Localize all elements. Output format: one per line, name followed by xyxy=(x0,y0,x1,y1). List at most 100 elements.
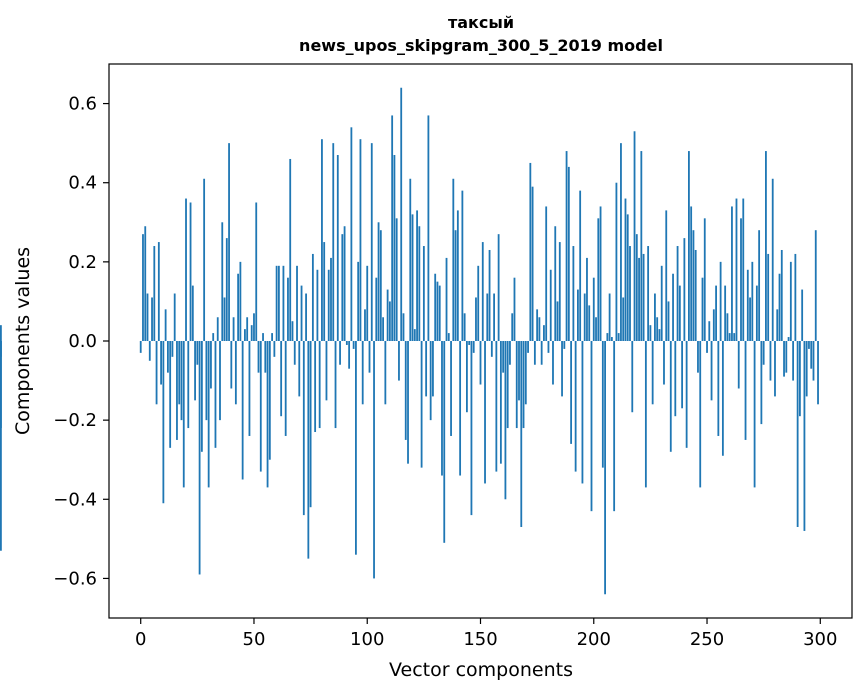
bar-298 xyxy=(814,230,817,341)
bar-203 xyxy=(599,206,602,341)
y-tick-label: −0.6 xyxy=(53,568,97,589)
bar-299 xyxy=(817,341,819,405)
bar-217 xyxy=(631,341,634,413)
bar-218 xyxy=(633,131,636,341)
bar-86 xyxy=(334,341,337,429)
bar-188 xyxy=(565,151,568,341)
bar-177 xyxy=(540,341,543,365)
bar-211 xyxy=(617,333,620,341)
bar-244 xyxy=(692,230,695,341)
bar-194 xyxy=(579,190,582,341)
bar-149 xyxy=(477,265,480,341)
bar-63 xyxy=(282,265,285,341)
x-tick-label: 200 xyxy=(577,629,611,650)
bar-124 xyxy=(420,341,423,468)
bar-142 xyxy=(461,190,464,341)
bar-39 xyxy=(228,143,230,341)
bar-122 xyxy=(416,210,418,341)
bar-110 xyxy=(388,301,391,341)
bar-196 xyxy=(583,293,586,341)
bar-294 xyxy=(805,341,808,397)
bar-212 xyxy=(620,143,622,341)
x-tick-label: 100 xyxy=(350,629,384,650)
bar-249 xyxy=(703,218,706,341)
bar-287 xyxy=(789,261,792,341)
bar-18 xyxy=(180,341,183,421)
bar-206 xyxy=(606,333,609,341)
bar-69 xyxy=(296,265,298,341)
chart-title-line-2: news_upos_skipgram_300_5_2019 model xyxy=(299,36,663,55)
bar-128 xyxy=(429,341,432,421)
bar-30 xyxy=(207,341,210,488)
bar-49 xyxy=(250,325,253,341)
bar-154 xyxy=(488,249,491,341)
bar-95 xyxy=(355,341,357,555)
bar-175 xyxy=(536,309,539,341)
bar-233 xyxy=(667,301,670,341)
bar-87 xyxy=(336,155,339,341)
bar-101 xyxy=(368,341,371,373)
bar-81 xyxy=(323,242,326,341)
bar-83 xyxy=(327,269,330,341)
bar-151 xyxy=(481,242,484,341)
bar-191 xyxy=(572,246,575,341)
bar-106 xyxy=(379,230,382,341)
bar-130 xyxy=(434,273,437,341)
bar-164 xyxy=(511,313,514,341)
bar-139 xyxy=(454,230,457,341)
bar-207 xyxy=(608,293,611,341)
bar-6 xyxy=(153,246,156,341)
bar-100 xyxy=(366,265,369,341)
bar-193 xyxy=(577,289,579,341)
bar-32 xyxy=(212,333,215,341)
bar-22 xyxy=(189,202,192,341)
bar-77 xyxy=(314,341,317,433)
bar-269 xyxy=(749,297,751,341)
bar-126 xyxy=(425,341,428,397)
bar-144 xyxy=(466,341,468,413)
bar-38 xyxy=(225,238,228,341)
bar-66 xyxy=(289,158,292,341)
bar-172 xyxy=(529,162,532,341)
bar-114 xyxy=(398,341,400,381)
bar-46 xyxy=(244,329,246,341)
bar-261 xyxy=(731,206,733,341)
bar-284 xyxy=(783,341,785,377)
bar-129 xyxy=(432,341,434,397)
bar-213 xyxy=(622,297,625,341)
bar-204 xyxy=(601,341,604,468)
bar-185 xyxy=(558,242,561,341)
bar-283 xyxy=(780,249,783,341)
bar-238 xyxy=(678,285,681,341)
bar-250 xyxy=(706,341,708,353)
bar-27 xyxy=(200,341,203,452)
bar-35 xyxy=(219,341,221,421)
bar-37 xyxy=(223,297,226,341)
bar-169 xyxy=(522,341,525,429)
bar-267 xyxy=(744,341,747,440)
bar-286 xyxy=(787,337,790,341)
bar-72 xyxy=(302,341,305,516)
bar-198 xyxy=(588,305,591,341)
bar-141 xyxy=(459,341,462,476)
bar-102 xyxy=(370,143,373,341)
bar-113 xyxy=(395,218,398,341)
bar-225 xyxy=(649,325,652,341)
bar-115 xyxy=(400,87,403,342)
bar-48 xyxy=(248,341,251,436)
bar-240 xyxy=(683,238,686,341)
chart-title-line-1: таксый xyxy=(448,13,514,32)
bar-75 xyxy=(309,341,312,508)
bar-19 xyxy=(182,341,185,488)
bar-146 xyxy=(470,341,473,516)
bar-112 xyxy=(393,155,396,341)
bar-90 xyxy=(343,226,346,341)
bar-76 xyxy=(311,253,314,341)
bar-152 xyxy=(484,341,486,484)
bar-279 xyxy=(771,178,774,341)
bar-270 xyxy=(751,261,754,341)
bar-247 xyxy=(699,341,702,488)
bar-40 xyxy=(230,341,233,389)
bar-137 xyxy=(450,341,452,436)
bar-183 xyxy=(554,226,557,341)
